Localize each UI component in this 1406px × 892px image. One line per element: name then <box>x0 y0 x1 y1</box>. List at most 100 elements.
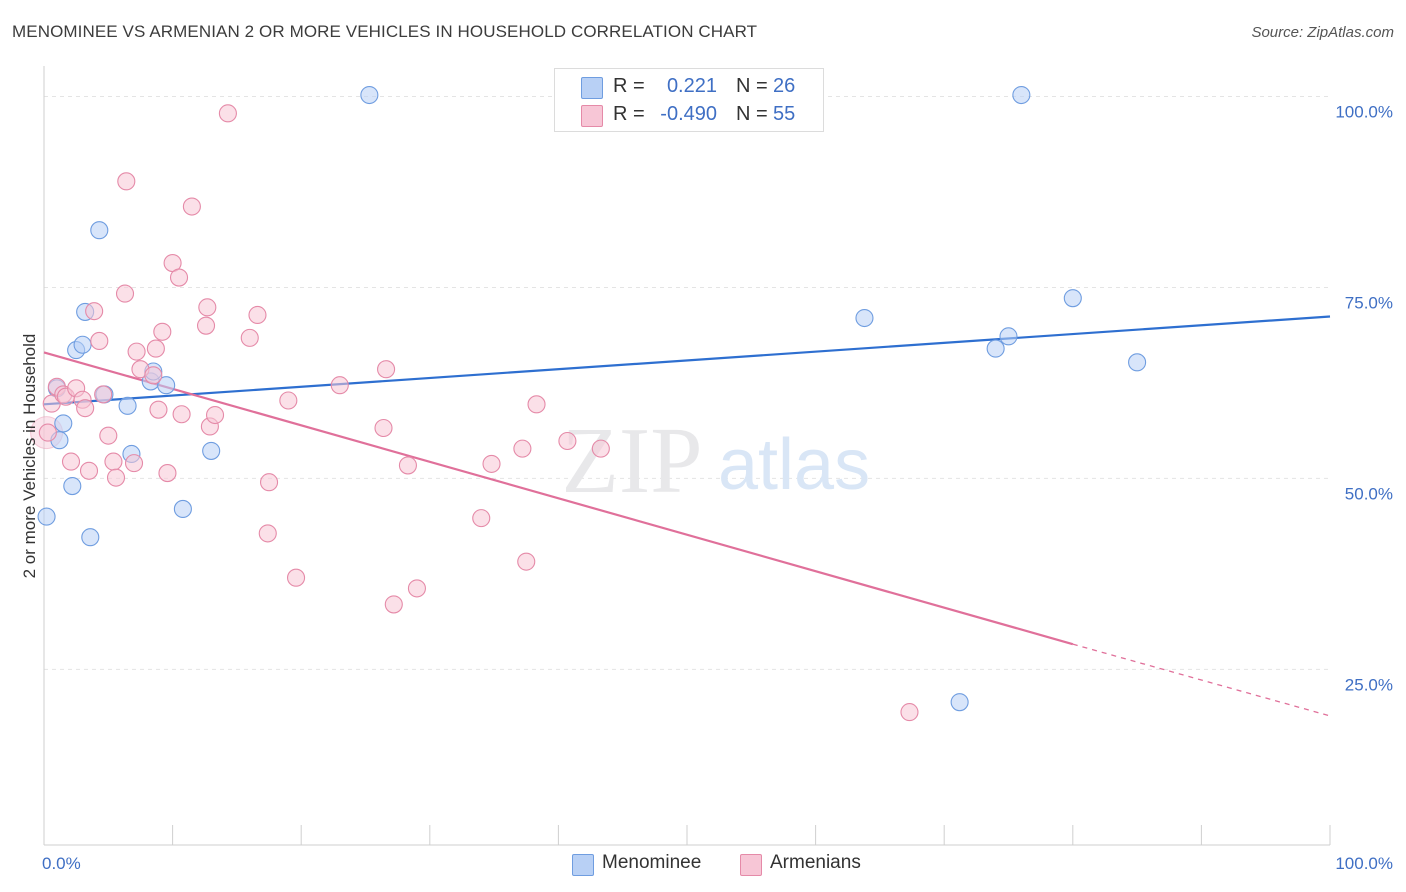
data-point-armenians <box>85 302 104 321</box>
data-point-armenians <box>384 595 403 614</box>
data-point-armenians <box>205 405 225 425</box>
tick-labels: 25.0% 50.0% 75.0% 100.0% 0.0% 100.0% <box>42 103 1393 873</box>
data-point-armenians <box>900 703 919 722</box>
legend-swatch-menominee <box>581 77 603 99</box>
data-point-armenians <box>527 395 546 414</box>
legend-swatch-armenians <box>581 105 603 127</box>
legend-r-label: R = <box>613 75 645 97</box>
data-point-armenians <box>169 268 189 287</box>
data-point-menominee <box>1063 289 1082 308</box>
data-point-armenians <box>374 418 393 438</box>
y-tick-label: 50.0% <box>1345 484 1393 503</box>
data-point-menominee <box>54 414 73 433</box>
data-point-armenians <box>146 339 165 358</box>
grid-lines <box>44 96 1330 670</box>
data-points <box>30 85 1147 722</box>
watermark: ZIP atlas <box>562 409 871 513</box>
legend-n-label: N = <box>736 75 768 97</box>
data-point-menominee <box>202 441 221 460</box>
data-point-armenians <box>61 452 81 471</box>
y-axis-label: 2 or more Vehicles in Household <box>20 333 39 579</box>
x-tick-label-end: 100.0% <box>1335 854 1393 873</box>
data-point-armenians <box>106 468 126 487</box>
legend-row-armenians: R = -0.490 N = 55 <box>555 101 823 129</box>
data-point-armenians <box>279 391 298 410</box>
data-point-armenians <box>99 426 118 445</box>
legend-n-label: N = <box>736 103 768 125</box>
legend-n-value: 26 <box>773 75 796 97</box>
series-swatch-armenians <box>740 854 762 876</box>
data-point-menominee <box>118 396 137 415</box>
series-label-menominee: Menominee <box>602 852 702 873</box>
legend-r-value: -0.490 <box>660 103 717 125</box>
legend-r-value: 0.221 <box>666 75 717 97</box>
data-point-menominee <box>37 507 56 526</box>
watermark-zip: ZIP <box>562 409 703 513</box>
data-point-menominee <box>855 308 874 328</box>
data-point-armenians <box>94 385 113 404</box>
data-point-armenians <box>196 316 216 335</box>
data-point-armenians <box>115 284 135 303</box>
data-point-armenians <box>287 568 306 587</box>
data-point-armenians <box>248 305 267 325</box>
data-point-armenians <box>76 399 95 418</box>
axes <box>43 66 1331 846</box>
source-label: Source: ZipAtlas.com <box>1251 24 1394 41</box>
data-point-armenians <box>517 552 536 571</box>
data-point-armenians <box>330 376 349 395</box>
data-point-armenians <box>38 423 57 442</box>
data-point-armenians <box>377 360 396 379</box>
data-point-menominee <box>1128 353 1147 372</box>
correlation-legend: R = 0.221 N = 26 R = -0.490 N = 55 <box>554 68 824 132</box>
data-point-armenians <box>407 579 426 598</box>
trend-lines <box>43 315 1331 717</box>
data-point-menominee <box>360 85 379 105</box>
data-point-armenians <box>240 328 259 347</box>
data-point-menominee <box>81 528 100 547</box>
data-point-armenians <box>172 405 191 424</box>
legend-n-value: 55 <box>773 103 796 125</box>
data-point-menominee <box>950 693 969 712</box>
data-point-armenians <box>117 172 136 191</box>
data-point-armenians <box>79 461 99 480</box>
data-point-armenians <box>513 439 532 458</box>
data-point-armenians <box>149 400 168 419</box>
trend-line-menominee <box>43 315 1331 406</box>
y-tick-label: 25.0% <box>1345 675 1393 694</box>
data-point-armenians <box>558 431 577 451</box>
chart-title: MENOMINEE VS ARMENIAN 2 OR MORE VEHICLES… <box>12 22 758 41</box>
data-point-armenians <box>124 454 144 473</box>
data-point-menominee <box>986 339 1005 358</box>
data-point-menominee <box>1012 85 1031 105</box>
data-point-menominee <box>63 476 82 496</box>
data-point-armenians <box>153 322 172 341</box>
data-point-armenians <box>472 509 491 528</box>
data-point-armenians <box>90 331 109 350</box>
legend-r-label: R = <box>613 103 645 125</box>
legend-row-menominee: R = 0.221 N = 26 <box>555 73 823 101</box>
trend-line-armenians <box>43 351 1074 646</box>
x-tick-label-start: 0.0% <box>42 854 81 873</box>
y-tick-label: 100.0% <box>1335 103 1393 122</box>
data-point-menominee <box>999 327 1018 346</box>
watermark-atlas: atlas <box>718 425 870 505</box>
data-point-armenians <box>198 298 217 317</box>
data-point-armenians <box>398 456 417 475</box>
data-point-menominee <box>90 221 109 240</box>
y-tick-label: 75.0% <box>1345 293 1393 312</box>
data-point-armenians <box>182 197 201 216</box>
data-point-armenians <box>127 342 146 361</box>
data-point-armenians <box>259 473 279 492</box>
data-point-menominee <box>73 335 92 354</box>
data-point-menominee <box>173 499 192 519</box>
data-point-armenians <box>104 452 123 471</box>
data-point-armenians <box>144 366 163 385</box>
series-label-armenians: Armenians <box>770 852 861 873</box>
data-point-armenians <box>482 454 501 473</box>
data-point-menominee <box>157 376 176 395</box>
data-point-armenians <box>158 464 177 483</box>
trend-line-extension <box>1072 643 1331 717</box>
data-point-armenians <box>591 439 610 458</box>
data-point-armenians <box>258 524 277 543</box>
